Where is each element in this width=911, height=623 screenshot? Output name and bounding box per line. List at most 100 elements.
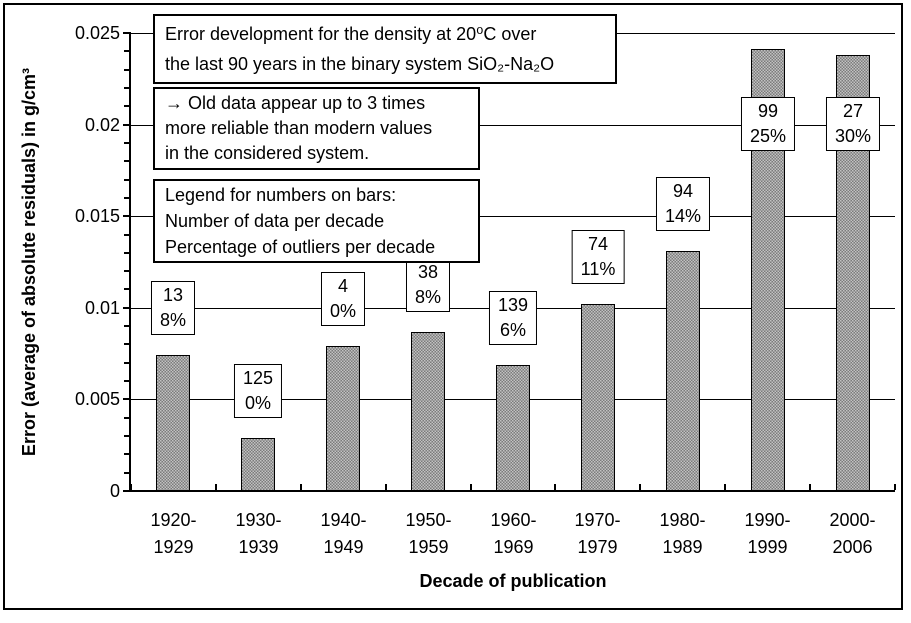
bar — [581, 304, 615, 492]
y-minor-tick — [124, 69, 131, 71]
bar-outlier-pct: 14% — [664, 206, 702, 226]
x-category-line-1: 2000- — [829, 510, 876, 530]
x-tick — [385, 484, 387, 490]
bar-annotation-box: 74 11% — [571, 230, 625, 284]
x-axis-title: Decade of publication — [419, 571, 607, 591]
x-tick — [809, 484, 811, 490]
y-tick-label: 0.025 — [74, 23, 120, 43]
y-minor-tick — [124, 160, 131, 162]
x-tick — [300, 484, 302, 490]
x-category-label: 1950- 1959 — [386, 507, 471, 561]
x-category-line-1: 1970- — [574, 510, 621, 530]
y-axis-line — [129, 33, 131, 492]
x-category-label: 1930- 1939 — [216, 507, 301, 561]
bar-count: 125 — [242, 368, 274, 388]
y-minor-tick — [124, 343, 131, 345]
bar-count: 94 — [672, 181, 694, 201]
x-category-line-2: 1979 — [577, 537, 618, 557]
x-category-label: 1920- 1929 — [131, 507, 216, 561]
x-category-line-2: 1959 — [408, 537, 449, 557]
legend-line-3: Percentage of outliers per decade — [165, 237, 436, 257]
x-category-line-1: 1990- — [744, 510, 791, 530]
bar-outlier-pct: 30% — [834, 126, 872, 146]
x-category-line-2: 1999 — [747, 537, 788, 557]
x-tick — [639, 484, 641, 490]
y-minor-tick — [124, 179, 131, 181]
y-tick-label: 0.02 — [84, 115, 120, 135]
chart-title-line-1: Error development for the density at 20⁰… — [165, 24, 537, 44]
x-category-label: 2000- 2006 — [810, 507, 895, 561]
y-major-tick — [123, 398, 131, 400]
bar-count: 27 — [842, 101, 864, 121]
x-axis-line — [129, 490, 895, 492]
y-major-tick — [123, 307, 131, 309]
y-minor-tick — [124, 270, 131, 272]
y-minor-tick — [124, 234, 131, 236]
x-category-label: 1940- 1949 — [301, 507, 386, 561]
bar — [496, 365, 530, 492]
y-minor-tick — [124, 325, 131, 327]
bar-count: 99 — [757, 101, 779, 121]
x-category-line-1: 1980- — [659, 510, 706, 530]
x-category-line-1: 1920- — [150, 510, 197, 530]
y-tick-label: 0.005 — [74, 389, 120, 409]
y-minor-tick — [124, 435, 131, 437]
bar — [156, 355, 190, 492]
x-tick — [554, 484, 556, 490]
chart-title-line-2: the last 90 years in the binary system S… — [165, 54, 555, 74]
bar-annotation-box: 27 30% — [825, 97, 881, 151]
y-minor-tick — [124, 105, 131, 107]
x-tick — [130, 484, 132, 490]
bar-outlier-pct: 0% — [244, 393, 272, 413]
y-minor-tick — [124, 87, 131, 89]
note-line-2: more reliable than modern values — [165, 118, 433, 138]
x-category-line-1: 1960- — [490, 510, 537, 530]
x-category-line-2: 1929 — [153, 537, 194, 557]
bar-annotation-box: 4 0% — [320, 272, 366, 326]
y-gridline — [131, 125, 895, 126]
y-tick-label: 0 — [109, 481, 120, 501]
bar-count: 13 — [162, 285, 184, 305]
x-category-label: 1990- 1999 — [725, 507, 810, 561]
x-category-line-2: 1969 — [493, 537, 534, 557]
y-minor-tick — [124, 142, 131, 144]
x-category-label: 1980- 1989 — [640, 507, 725, 561]
bar-annotation-box: 13 8% — [150, 281, 196, 335]
bar-count: 4 — [337, 276, 349, 296]
y-tick-label: 0.015 — [74, 206, 120, 226]
x-category-line-1: 1940- — [320, 510, 367, 530]
x-category-label: 1960- 1969 — [471, 507, 556, 561]
y-minor-tick — [124, 417, 131, 419]
y-major-tick — [123, 32, 131, 34]
x-category-label: 1970- 1979 — [555, 507, 640, 561]
x-category-line-2: 1939 — [238, 537, 279, 557]
y-minor-tick — [124, 453, 131, 455]
y-tick-label: 0.01 — [84, 298, 120, 318]
x-category-line-2: 2006 — [832, 537, 873, 557]
legend-line-1: Legend for numbers on bars: — [165, 185, 397, 205]
bar-outlier-pct: 25% — [749, 126, 787, 146]
x-category-line-1: 1950- — [405, 510, 452, 530]
y-minor-tick — [124, 50, 131, 52]
bar-annotation-box: 139 6% — [488, 291, 538, 345]
x-tick — [724, 484, 726, 490]
y-minor-tick — [124, 252, 131, 254]
figure-border — [3, 3, 903, 610]
x-category-line-2: 1989 — [662, 537, 703, 557]
bar-outlier-pct: 6% — [499, 320, 527, 340]
bar-outlier-pct: 8% — [414, 287, 442, 307]
bar-annotation-box: 94 14% — [655, 177, 711, 231]
y-major-tick — [123, 490, 131, 492]
bar-annotation-box: 125 0% — [233, 364, 283, 418]
x-tick — [894, 484, 896, 490]
x-category-line-2: 1949 — [323, 537, 364, 557]
note-line-3: in the considered system. — [165, 143, 370, 163]
bar-annotation-box: 99 25% — [740, 97, 796, 151]
y-minor-tick — [124, 380, 131, 382]
y-minor-tick — [124, 472, 131, 474]
bar-count: 38 — [417, 262, 439, 282]
bar-count: 139 — [497, 295, 529, 315]
bar-count: 74 — [587, 234, 609, 254]
